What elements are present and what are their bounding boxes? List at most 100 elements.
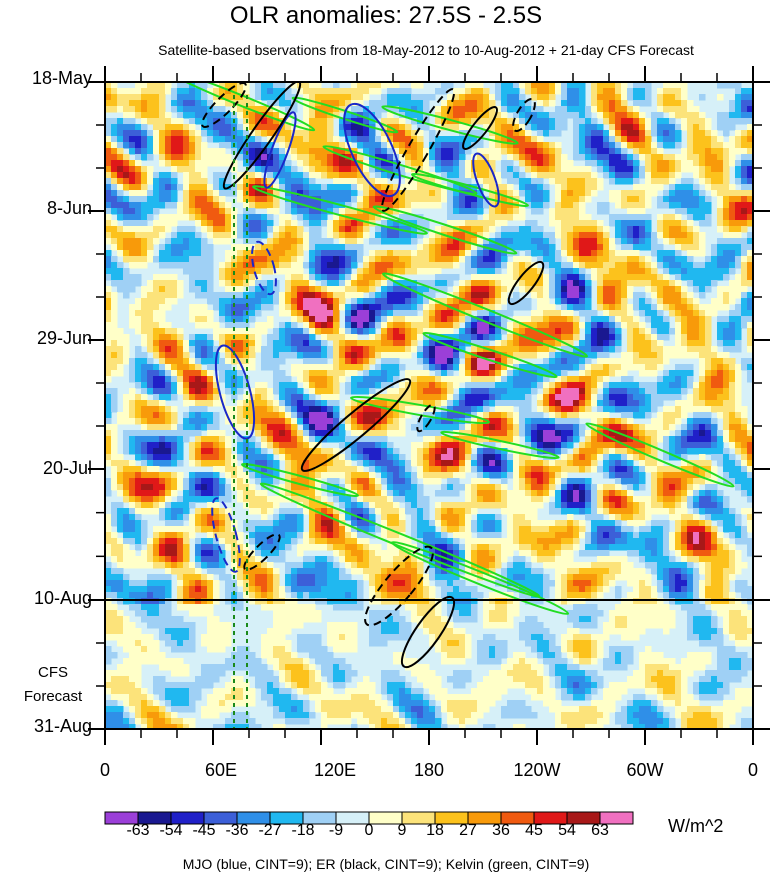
anomaly-cell <box>141 130 148 137</box>
anomaly-cell <box>453 238 460 245</box>
anomaly-cell <box>285 322 292 329</box>
anomaly-cell <box>627 136 634 143</box>
anomaly-cell <box>363 274 370 281</box>
anomaly-cell <box>495 382 502 389</box>
anomaly-cell <box>579 202 586 209</box>
anomaly-cell <box>129 202 136 209</box>
anomaly-cell <box>255 262 262 269</box>
anomaly-cell <box>477 172 484 179</box>
anomaly-cell <box>735 214 742 221</box>
anomaly-cell <box>285 238 292 245</box>
anomaly-cell <box>615 88 622 95</box>
anomaly-cell <box>633 388 640 395</box>
anomaly-cell <box>543 88 550 95</box>
anomaly-cell <box>459 208 466 215</box>
anomaly-cell <box>237 322 244 329</box>
anomaly-cell <box>285 394 292 401</box>
anomaly-cell <box>711 172 718 179</box>
anomaly-cell <box>747 136 753 143</box>
anomaly-cell <box>189 130 196 137</box>
anomaly-cell <box>129 214 136 221</box>
anomaly-cell <box>609 196 616 203</box>
anomaly-cell <box>483 220 490 227</box>
anomaly-cell <box>429 154 436 161</box>
anomaly-cell <box>459 88 466 95</box>
anomaly-cell <box>471 358 478 365</box>
anomaly-cell <box>327 238 334 245</box>
anomaly-cell <box>729 160 736 167</box>
anomaly-cell <box>177 382 184 389</box>
anomaly-cell <box>537 268 544 275</box>
anomaly-cell <box>147 100 154 107</box>
anomaly-cell <box>477 250 484 257</box>
anomaly-cell <box>303 142 310 149</box>
anomaly-cell <box>675 340 682 347</box>
anomaly-cell <box>387 136 394 143</box>
anomaly-cell <box>267 196 274 203</box>
anomaly-cell <box>573 124 580 131</box>
anomaly-cell <box>189 268 196 275</box>
anomaly-cell <box>429 244 436 251</box>
anomaly-cell <box>135 226 142 233</box>
anomaly-cell <box>519 184 526 191</box>
anomaly-cell <box>549 130 556 137</box>
anomaly-cell <box>351 298 358 305</box>
anomaly-cell <box>159 322 166 329</box>
anomaly-cell <box>531 82 538 89</box>
anomaly-cell <box>477 160 484 167</box>
anomaly-cell <box>159 172 166 179</box>
anomaly-cell <box>711 178 718 185</box>
anomaly-cell <box>213 124 220 131</box>
anomaly-cell <box>441 166 448 173</box>
anomaly-cell <box>375 334 382 341</box>
anomaly-cell <box>561 382 568 389</box>
anomaly-cell <box>303 334 310 341</box>
anomaly-cell <box>429 250 436 257</box>
anomaly-cell <box>129 94 136 101</box>
anomaly-cell <box>561 166 568 173</box>
anomaly-cell <box>453 232 460 239</box>
anomaly-cell <box>129 322 136 329</box>
anomaly-cell <box>705 328 712 335</box>
anomaly-cell <box>261 160 268 167</box>
anomaly-cell <box>531 196 538 203</box>
anomaly-cell <box>393 256 400 263</box>
anomaly-cell <box>219 328 226 335</box>
anomaly-cell <box>339 172 346 179</box>
anomaly-cell <box>159 346 166 353</box>
anomaly-cell <box>435 256 442 263</box>
anomaly-cell <box>735 172 742 179</box>
anomaly-cell <box>717 286 724 293</box>
anomaly-cell <box>117 166 124 173</box>
anomaly-cell <box>387 292 394 299</box>
anomaly-cell <box>267 142 274 149</box>
anomaly-cell <box>249 202 256 209</box>
anomaly-cell <box>273 334 280 341</box>
anomaly-cell <box>717 358 724 365</box>
anomaly-cell <box>105 310 112 317</box>
anomaly-cell <box>513 370 520 377</box>
anomaly-cell <box>729 142 736 149</box>
anomaly-cell <box>663 352 670 359</box>
anomaly-cell <box>183 346 190 353</box>
anomaly-cell <box>717 376 724 383</box>
anomaly-cell <box>549 172 556 179</box>
anomaly-cell <box>159 220 166 227</box>
anomaly-cell <box>321 316 328 323</box>
anomaly-cell <box>309 340 316 347</box>
anomaly-cell <box>195 382 202 389</box>
anomaly-cell <box>183 262 190 269</box>
anomaly-cell <box>321 100 328 107</box>
anomaly-cell <box>387 340 394 347</box>
anomaly-cell <box>159 292 166 299</box>
anomaly-cell <box>393 274 400 281</box>
anomaly-cell <box>537 322 544 329</box>
anomaly-cell <box>303 82 310 89</box>
anomaly-cell <box>201 394 208 401</box>
anomaly-cell <box>621 310 628 317</box>
anomaly-cell <box>717 94 724 101</box>
anomaly-cell <box>171 142 178 149</box>
anomaly-cell <box>627 112 634 119</box>
anomaly-cell <box>747 178 753 185</box>
anomaly-cell <box>465 268 472 275</box>
